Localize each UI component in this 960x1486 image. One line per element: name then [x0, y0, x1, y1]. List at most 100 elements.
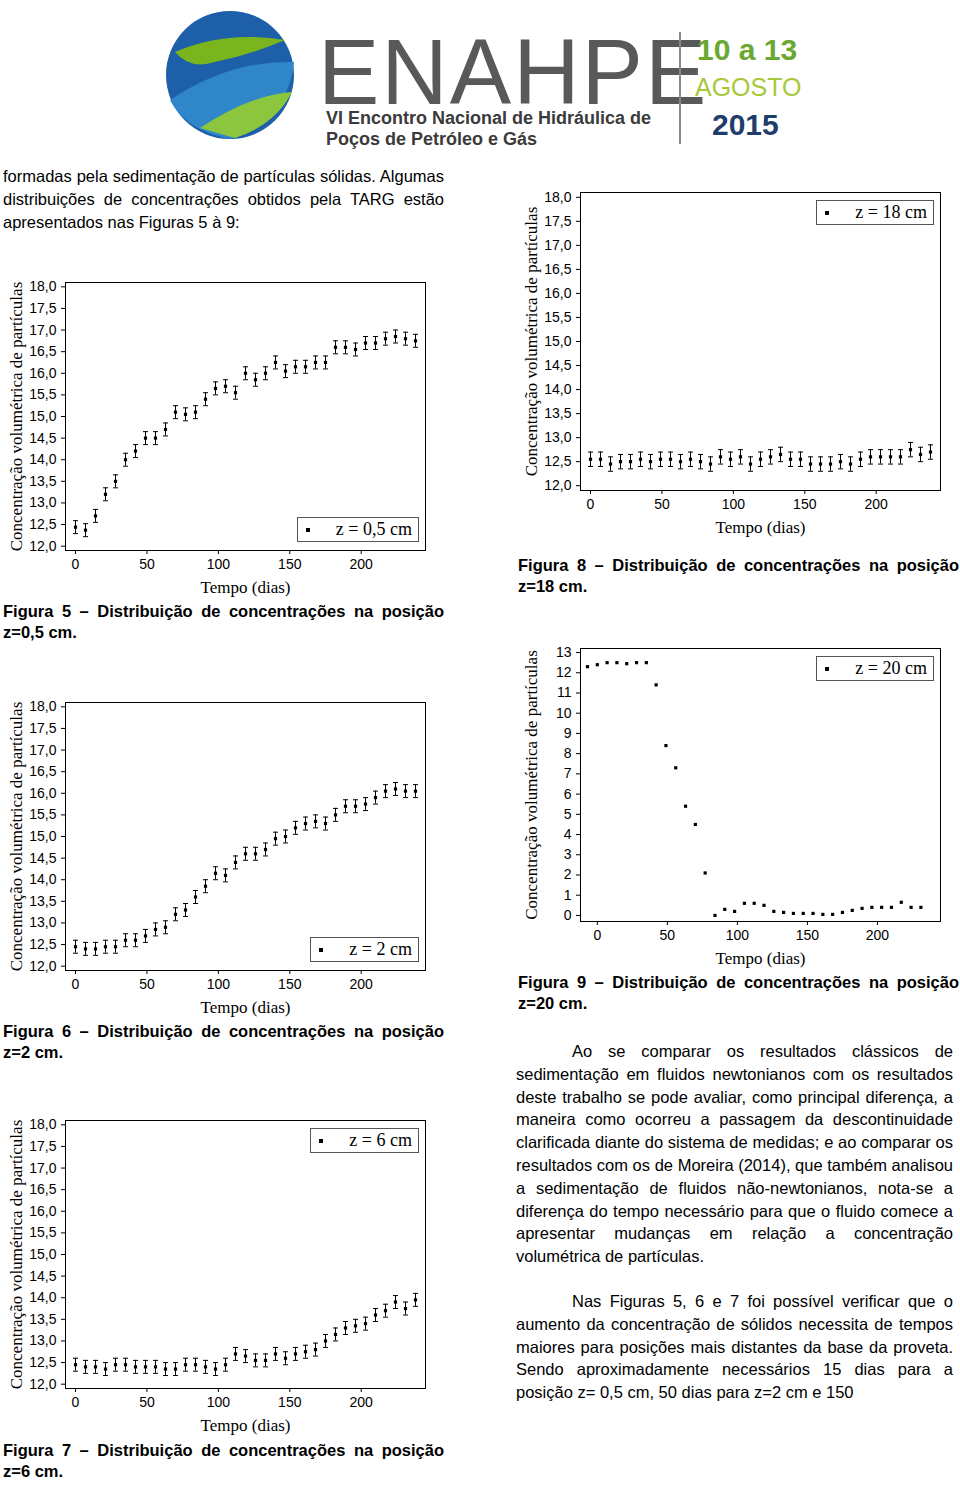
- svg-text:0: 0: [587, 496, 595, 512]
- svg-text:17,0: 17,0: [29, 742, 56, 758]
- svg-text:Tempo (dias): Tempo (dias): [201, 578, 291, 597]
- svg-text:16,0: 16,0: [29, 365, 56, 381]
- svg-text:17,0: 17,0: [29, 322, 56, 338]
- svg-text:1: 1: [564, 887, 572, 903]
- svg-text:Poços de Petróleo e Gás: Poços de Petróleo e Gás: [326, 129, 537, 149]
- svg-text:18,0: 18,0: [544, 189, 571, 205]
- svg-text:15,5: 15,5: [544, 309, 571, 325]
- svg-text:150: 150: [796, 927, 820, 943]
- svg-text:6: 6: [564, 786, 572, 802]
- svg-text:13,5: 13,5: [29, 473, 56, 489]
- svg-text:17,0: 17,0: [544, 237, 571, 253]
- svg-text:150: 150: [278, 1394, 302, 1410]
- svg-text:17,5: 17,5: [544, 213, 571, 229]
- svg-text:50: 50: [139, 1394, 155, 1410]
- svg-text:50: 50: [654, 496, 670, 512]
- svg-text:11: 11: [557, 684, 572, 700]
- svg-text:15,0: 15,0: [29, 828, 56, 844]
- svg-text:3: 3: [564, 846, 572, 862]
- svg-text:15,5: 15,5: [29, 1224, 56, 1240]
- svg-text:Concentração volumétrica de pa: Concentração volumétrica de partículas: [522, 650, 541, 920]
- svg-text:100: 100: [722, 496, 746, 512]
- svg-text:150: 150: [793, 496, 817, 512]
- svg-text:15,0: 15,0: [29, 408, 56, 424]
- svg-text:Concentração volumétrica de pa: Concentração volumétrica de partículas: [7, 282, 26, 552]
- svg-text:200: 200: [350, 1394, 374, 1410]
- svg-text:14,0: 14,0: [29, 871, 56, 887]
- svg-text:VI Encontro Nacional de Hidráu: VI Encontro Nacional de Hidráulica de: [326, 108, 651, 128]
- svg-text:150: 150: [278, 556, 302, 572]
- svg-text:2015: 2015: [712, 108, 779, 141]
- svg-text:13: 13: [556, 644, 572, 660]
- svg-text:0: 0: [564, 907, 572, 923]
- svg-text:Tempo (dias): Tempo (dias): [716, 949, 806, 968]
- svg-text:14,0: 14,0: [29, 451, 56, 467]
- svg-text:200: 200: [865, 496, 889, 512]
- svg-text:16,0: 16,0: [29, 1203, 56, 1219]
- svg-text:16,0: 16,0: [29, 785, 56, 801]
- svg-text:12: 12: [556, 664, 572, 680]
- svg-text:18,0: 18,0: [29, 1116, 56, 1132]
- svg-text:50: 50: [660, 927, 676, 943]
- svg-text:18,0: 18,0: [29, 278, 56, 294]
- svg-text:15,5: 15,5: [29, 806, 56, 822]
- svg-text:14,5: 14,5: [544, 357, 571, 373]
- svg-text:16,0: 16,0: [544, 285, 571, 301]
- svg-text:Tempo (dias): Tempo (dias): [716, 518, 806, 537]
- svg-text:Concentração volumétrica de pa: Concentração volumétrica de partículas: [522, 207, 541, 477]
- svg-text:14,5: 14,5: [29, 1268, 56, 1284]
- svg-text:100: 100: [207, 976, 231, 992]
- svg-text:100: 100: [726, 927, 750, 943]
- svg-text:200: 200: [866, 927, 890, 943]
- svg-text:10: 10: [556, 705, 572, 721]
- svg-text:17,0: 17,0: [29, 1160, 56, 1176]
- svg-text:13,5: 13,5: [29, 893, 56, 909]
- svg-text:17,5: 17,5: [29, 300, 56, 316]
- svg-text:0: 0: [72, 976, 80, 992]
- svg-text:13,0: 13,0: [29, 494, 56, 510]
- svg-text:16,5: 16,5: [29, 1181, 56, 1197]
- svg-text:14,5: 14,5: [29, 850, 56, 866]
- svg-text:150: 150: [278, 976, 302, 992]
- svg-text:100: 100: [207, 556, 231, 572]
- svg-text:AGOSTO: AGOSTO: [695, 73, 802, 101]
- svg-text:0: 0: [72, 1394, 80, 1410]
- svg-text:Tempo (dias): Tempo (dias): [201, 1416, 291, 1435]
- svg-text:4: 4: [564, 826, 572, 842]
- svg-text:7: 7: [564, 765, 572, 781]
- svg-text:14,0: 14,0: [544, 381, 571, 397]
- svg-text:12,0: 12,0: [544, 477, 571, 493]
- svg-text:0: 0: [593, 927, 601, 943]
- svg-text:16,5: 16,5: [29, 343, 56, 359]
- svg-text:Concentração volumétrica de pa: Concentração volumétrica de partículas: [7, 702, 26, 972]
- svg-text:15,5: 15,5: [29, 386, 56, 402]
- svg-text:12,0: 12,0: [29, 538, 56, 554]
- svg-text:14,5: 14,5: [29, 430, 56, 446]
- svg-text:10 a 13: 10 a 13: [697, 33, 797, 66]
- svg-text:15,0: 15,0: [29, 1246, 56, 1262]
- svg-text:5: 5: [564, 806, 572, 822]
- svg-text:9: 9: [564, 725, 572, 741]
- svg-text:13,5: 13,5: [29, 1311, 56, 1327]
- svg-text:12,5: 12,5: [544, 453, 571, 469]
- svg-text:12,5: 12,5: [29, 516, 56, 532]
- svg-text:18,0: 18,0: [29, 698, 56, 714]
- svg-text:200: 200: [350, 976, 374, 992]
- svg-text:13,0: 13,0: [29, 914, 56, 930]
- svg-text:Concentração volumétrica de pa: Concentração volumétrica de partículas: [7, 1120, 26, 1390]
- svg-text:17,5: 17,5: [29, 1138, 56, 1154]
- svg-text:200: 200: [350, 556, 374, 572]
- svg-text:2: 2: [564, 866, 572, 882]
- svg-text:12,0: 12,0: [29, 958, 56, 974]
- svg-text:12,0: 12,0: [29, 1376, 56, 1392]
- svg-text:17,5: 17,5: [29, 720, 56, 736]
- svg-text:12,5: 12,5: [29, 936, 56, 952]
- svg-text:16,5: 16,5: [544, 261, 571, 277]
- svg-text:15,0: 15,0: [544, 333, 571, 349]
- svg-text:50: 50: [139, 976, 155, 992]
- svg-text:13,5: 13,5: [544, 405, 571, 421]
- svg-text:8: 8: [564, 745, 572, 761]
- svg-text:50: 50: [139, 556, 155, 572]
- svg-text:14,0: 14,0: [29, 1289, 56, 1305]
- svg-text:100: 100: [207, 1394, 231, 1410]
